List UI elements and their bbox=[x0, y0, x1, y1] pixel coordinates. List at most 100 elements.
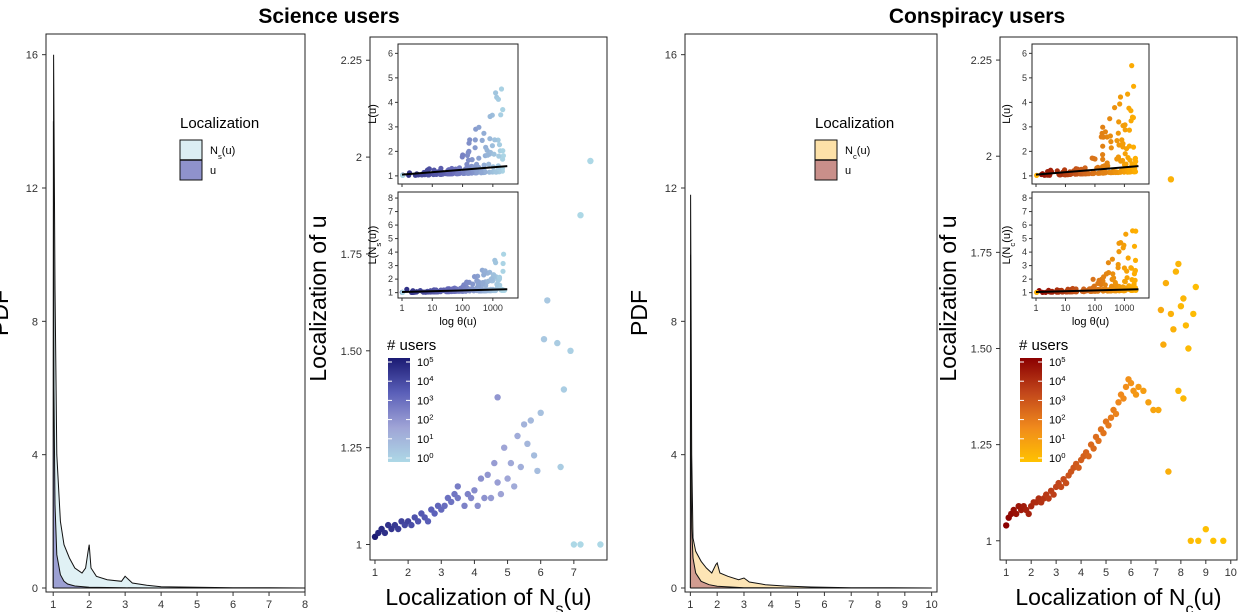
y-tick-label: 2 bbox=[986, 151, 992, 163]
x-tick-label: 4 bbox=[1078, 567, 1084, 579]
scatter-point bbox=[1112, 410, 1120, 418]
inset-y-tick-label: 6 bbox=[1022, 220, 1027, 230]
inset-point bbox=[1090, 276, 1096, 282]
inset-point bbox=[1131, 243, 1138, 249]
colorbar-label: 104 bbox=[417, 374, 434, 389]
inset-point bbox=[488, 276, 494, 282]
scatter-point bbox=[1175, 387, 1182, 394]
x-tick-label: 2 bbox=[86, 599, 92, 611]
inset-y-tick-label: 4 bbox=[1022, 97, 1027, 107]
inset-point bbox=[1095, 280, 1101, 286]
inset-point bbox=[476, 155, 482, 161]
scatter-point bbox=[408, 521, 415, 529]
inset-y-tick-label: 1 bbox=[1022, 288, 1027, 298]
inset-y-tick-label: 5 bbox=[1022, 73, 1027, 83]
inset-x-tick-label: 1000 bbox=[1114, 303, 1134, 313]
x-tick-label: 9 bbox=[902, 599, 908, 611]
x-tick-label: 5 bbox=[504, 567, 510, 579]
scatter-point bbox=[537, 409, 544, 416]
scatter-point bbox=[494, 394, 501, 401]
scatter-point bbox=[1220, 537, 1227, 544]
scatter-point bbox=[494, 479, 501, 486]
legend-label: u bbox=[845, 165, 851, 177]
x-tick-label: 1 bbox=[372, 567, 378, 579]
inset-point bbox=[1126, 143, 1132, 149]
inset-point bbox=[1115, 130, 1121, 136]
inset-point bbox=[472, 137, 478, 143]
inset-point bbox=[1108, 170, 1114, 176]
inset-point bbox=[496, 142, 503, 148]
scatter-point bbox=[524, 440, 531, 447]
inset-point bbox=[469, 157, 475, 163]
inset-point bbox=[481, 130, 487, 136]
inset-x-tick-label: 100 bbox=[455, 303, 470, 313]
inset-point bbox=[491, 151, 497, 157]
inset-point bbox=[464, 279, 470, 285]
inset-point bbox=[1120, 245, 1126, 251]
inset-point bbox=[1124, 275, 1130, 281]
inset-point bbox=[465, 150, 471, 156]
inset-y-tick-label: 5 bbox=[388, 234, 393, 244]
inset-point bbox=[1117, 169, 1123, 175]
inset-point bbox=[1115, 154, 1121, 160]
scatter-point bbox=[441, 502, 448, 509]
inset-point bbox=[476, 124, 482, 130]
scatter-point bbox=[1175, 260, 1182, 268]
scatter-point bbox=[461, 502, 468, 509]
inset-point bbox=[480, 280, 486, 286]
inset-point bbox=[1117, 101, 1123, 107]
scatter-point bbox=[1150, 406, 1157, 414]
scatter-point bbox=[560, 386, 568, 393]
inset-point bbox=[1101, 274, 1107, 280]
inset-point bbox=[494, 281, 500, 287]
x-tick-label: 7 bbox=[1153, 567, 1159, 579]
scatter-point bbox=[1050, 491, 1057, 498]
scatter-point bbox=[1177, 303, 1185, 310]
scatter-point bbox=[517, 463, 524, 471]
y-tick-label: 1.50 bbox=[971, 343, 992, 355]
inset-point bbox=[1120, 140, 1126, 147]
y-tick-label: 2 bbox=[356, 152, 362, 164]
inset-point bbox=[1132, 268, 1138, 274]
scatter-point bbox=[527, 417, 534, 424]
colorbar-label: 100 bbox=[1049, 451, 1066, 466]
inset-point bbox=[1086, 171, 1092, 177]
inset-point bbox=[481, 162, 487, 168]
inset-y-tick-label: 3 bbox=[1022, 261, 1027, 271]
inset-point bbox=[485, 152, 491, 158]
x-tick-label: 7 bbox=[266, 599, 272, 611]
inset-y-tick-label: 1 bbox=[388, 288, 393, 298]
scatter-point bbox=[448, 498, 455, 506]
scatter-point bbox=[1085, 453, 1092, 460]
scatter-point bbox=[1187, 537, 1195, 544]
inset-y-label: L(u) bbox=[1001, 104, 1013, 124]
inset-point bbox=[1102, 282, 1108, 288]
inset-y-tick-label: 5 bbox=[1022, 234, 1027, 244]
inset-point bbox=[1116, 240, 1122, 246]
inset-point bbox=[500, 260, 506, 267]
x-tick-label: 1 bbox=[50, 599, 56, 611]
x-axis-label: Localization of Nc(u) bbox=[1015, 584, 1221, 612]
inset-y-label: L(u) bbox=[367, 104, 379, 124]
y-tick-label: 1.50 bbox=[341, 346, 362, 358]
inset-fit-line bbox=[401, 165, 508, 176]
inset-point bbox=[1118, 158, 1124, 164]
inset-point bbox=[1129, 63, 1135, 69]
colorbar-title: # users bbox=[387, 337, 436, 354]
x-tick-label: 6 bbox=[821, 599, 827, 611]
x-tick-label: 2 bbox=[405, 567, 411, 579]
inset-point bbox=[455, 170, 461, 176]
inset-point bbox=[1128, 108, 1134, 114]
inset-point bbox=[1107, 116, 1113, 122]
scatter-point bbox=[1095, 437, 1102, 444]
x-tick-label: 8 bbox=[875, 599, 881, 611]
inset-point bbox=[1108, 139, 1114, 145]
inset-point bbox=[1095, 170, 1101, 176]
inset-point bbox=[1125, 91, 1131, 97]
x-tick-label: 5 bbox=[1103, 567, 1109, 579]
density-area-0 bbox=[52, 54, 306, 589]
y-tick-label: 8 bbox=[32, 316, 38, 328]
inset-point bbox=[1112, 105, 1118, 111]
inset-point bbox=[478, 170, 484, 176]
